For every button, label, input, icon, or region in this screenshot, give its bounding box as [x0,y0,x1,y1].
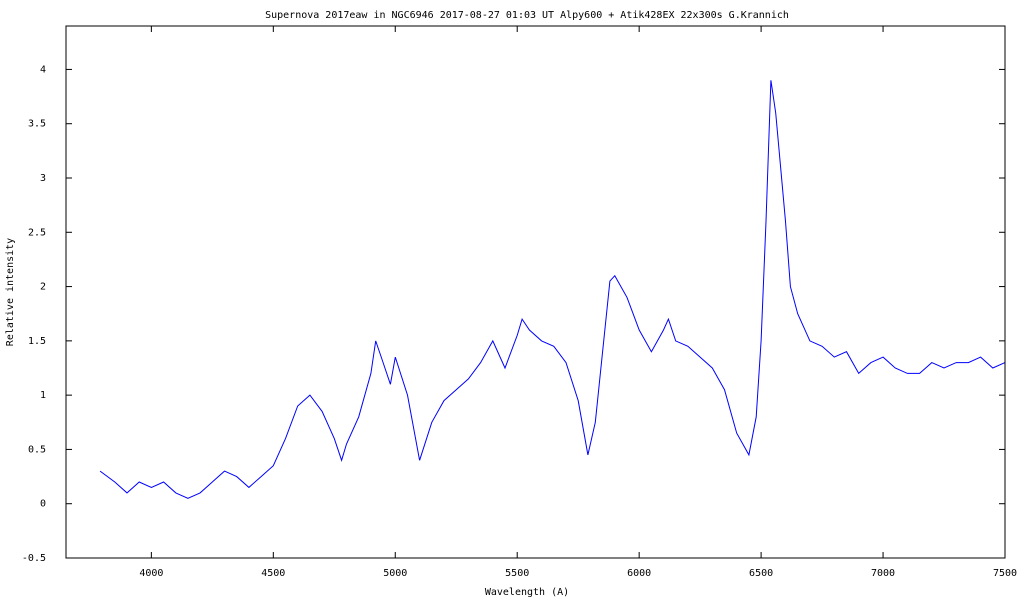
y-tick-label: 0.5 [28,444,46,455]
y-axis-title: Relative intensity [5,238,16,346]
x-axis-ticks: 4000 4500 5000 5500 6000 6500 7000 7500 [139,26,1017,579]
y-axis-ticks: -0.5 0 0.5 1 1.5 2 2.5 3 3.5 4 [22,64,1005,564]
y-tick-label: 2.5 [28,227,46,238]
y-tick-label: -0.5 [22,553,46,564]
x-tick-label: 7000 [871,568,895,579]
y-tick-label: 1.5 [28,336,46,347]
x-tick-label: 4000 [139,568,163,579]
y-tick-label: 4 [40,64,46,75]
y-tick-label: 1 [40,390,46,401]
y-tick-label: 3.5 [28,119,46,130]
x-tick-label: 4500 [261,568,285,579]
y-tick-label: 2 [40,282,46,293]
y-tick-label: 0 [40,499,46,510]
x-tick-label: 7500 [993,568,1017,579]
plot-area-frame [65,25,1006,559]
x-tick-label: 6500 [749,568,773,579]
y-tick-label: 3 [40,173,46,184]
x-tick-label: 5500 [505,568,529,579]
x-tick-label: 6000 [627,568,651,579]
spectrum-series-line [99,80,1006,499]
chart-title: Supernova 2017eaw in NGC6946 2017-08-27 … [265,10,789,21]
x-axis-title: Wavelength (A) [485,587,569,598]
x-tick-label: 5000 [383,568,407,579]
